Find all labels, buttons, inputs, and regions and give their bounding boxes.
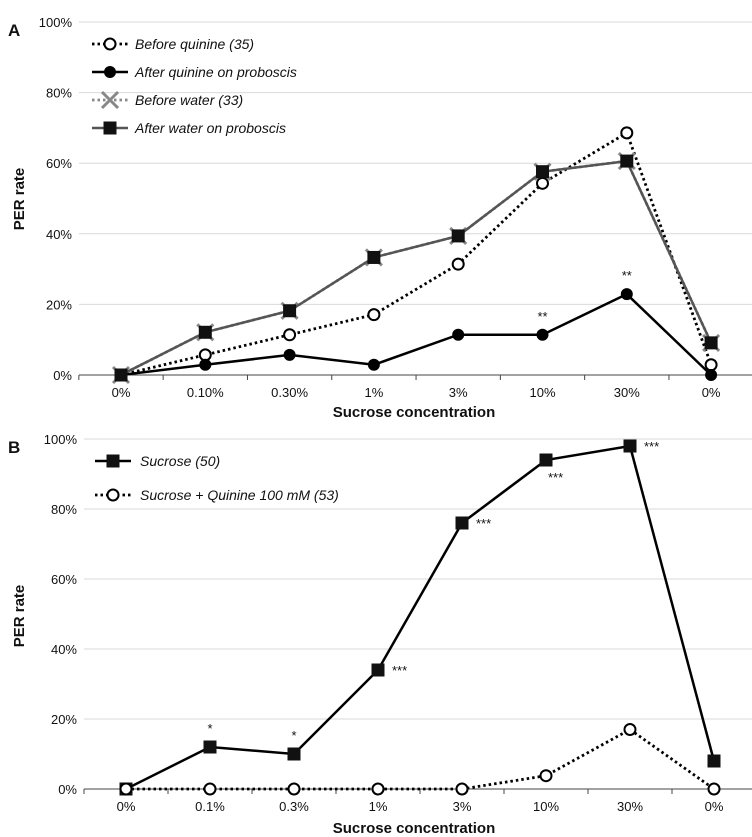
panel-b-x-tick-label: 0% [117, 799, 136, 814]
panel-b-significance-label: *** [548, 470, 563, 485]
panel-b-legend-marker [106, 454, 120, 468]
panel-b-y-tick-label: 20% [51, 712, 77, 727]
panel-b-series-1-point [539, 453, 553, 467]
panel-b: B 0% 20% 40% 60% 80% 100% 0% 0.1% 0.3% 1% 3% 10% 30… [8, 432, 752, 837]
panel-b-series-2-line [126, 727, 715, 791]
panel-a-series-2-point [536, 328, 549, 341]
panel-a-series-1-point [283, 328, 297, 342]
panel-b-series-2-point [707, 782, 721, 796]
panel-b-series-2-point [371, 782, 385, 796]
panel-b-x-tick-label: 30% [617, 799, 643, 814]
panel-b-series-1-point [203, 740, 217, 754]
panel-b-x-tick-label: 10% [533, 799, 559, 814]
panel-a-significance-label: ** [622, 268, 632, 283]
panel-a-series-4-point [283, 304, 297, 318]
panel-a-x-tick-label: 3% [449, 385, 468, 400]
panel-b-series-2-point [119, 782, 133, 796]
panel-a-series-1-line [120, 130, 713, 377]
panel-b-legend-label: Sucrose (50) [140, 453, 220, 469]
panel-b-legend-marker [106, 488, 120, 502]
panel-a-legend-marker [103, 121, 117, 135]
panel-a-x-tick-label: 0.10% [187, 385, 224, 400]
panel-a-legend-marker [103, 37, 117, 51]
panel-a-legend-label: After quinine on proboscis [134, 64, 297, 80]
panel-b-series-2-point [203, 782, 217, 796]
panel-b-series-1-line [125, 444, 716, 791]
panel-a-series-4-point [114, 368, 128, 382]
panel-a-series-4-point [620, 154, 634, 168]
panel-b-y-tick-label: 80% [51, 502, 77, 517]
panel-a-series-1-point [198, 348, 212, 362]
panel-b-significance-label: *** [392, 663, 407, 678]
panel-b-x-tick-label: 0.1% [195, 799, 225, 814]
panel-b-y-tick-label: 40% [51, 642, 77, 657]
panel-b-significance-label: * [207, 721, 212, 736]
panel-b-series-2-point [287, 782, 301, 796]
panel-b-series-2-point [539, 769, 553, 783]
panel-a-y-tick-label: 80% [46, 86, 72, 101]
panel-a-y-tick-label: 40% [46, 227, 72, 242]
panel-a-series-1-point [367, 308, 381, 322]
panel-a-series-1-point [704, 358, 718, 372]
panel-a-y-tick-label: 0% [53, 368, 72, 383]
panel-a-series-2-point [283, 348, 296, 361]
panel-a-legend-label: Before quinine (35) [135, 36, 254, 52]
panel-b-series-1-point [371, 663, 385, 677]
panel-b-y-axis-title: PER rate [11, 585, 28, 648]
panel-b-x-tick-label: 0% [705, 799, 724, 814]
panel-b-significance-label: *** [644, 439, 659, 454]
panel-a-series-1-point [536, 176, 549, 190]
panel-b-y-tick-label: 60% [51, 572, 77, 587]
panel-a-series-2-point [199, 358, 212, 371]
panel-a-y-axis-title: PER rate [11, 168, 28, 231]
panel-a-significance-label: ** [537, 309, 547, 324]
panel-b-series-2-point [455, 782, 469, 796]
panel-a-series-1-point [451, 257, 465, 271]
panel-a-series-2-line [120, 292, 712, 377]
panel-a-x-axis-title: Sucrose concentration [333, 404, 496, 421]
panel-a-legend-label: Before water (33) [135, 92, 243, 108]
panel-b-series-1-point [455, 516, 469, 530]
panel-b-y-tick-label: 100% [44, 432, 78, 447]
panel-a-y-tick-label: 20% [46, 297, 72, 312]
panel-a-legend-marker [104, 66, 116, 78]
panel-b-x-axis-title: Sucrose concentration [333, 820, 496, 837]
panel-a-series-2-point [620, 288, 633, 301]
panel-b-x-tick-label: 3% [453, 799, 472, 814]
panel-b-legend-label: Sucrose + Quinine 100 mM (53) [140, 487, 339, 503]
panel-a-letter: A [8, 21, 20, 40]
panel-a: A 0% 20% 40% 60% 80% 100% 0% 0.10% 0.30% 1% 3% 10%… [8, 15, 752, 421]
panel-a-series-4-point [198, 325, 212, 339]
panel-a-series-4-point [367, 250, 381, 264]
panel-a-y-tick-label: 100% [39, 15, 73, 30]
panel-b-significance-label: * [291, 728, 296, 743]
panel-a-x-tick-label: 0.30% [271, 385, 308, 400]
panel-a-series-4-point [704, 336, 718, 350]
panel-a-x-tick-label: 30% [614, 385, 640, 400]
panel-a-series-2-point [452, 328, 465, 341]
panel-b-series-2-point [623, 723, 637, 736]
panel-a-x-tick-label: 0% [112, 385, 131, 400]
panel-a-y-tick-label: 60% [46, 156, 72, 171]
panel-a-legend-marker [100, 90, 120, 110]
panel-b-letter: B [8, 438, 20, 457]
panel-a-series-4-point [451, 229, 465, 243]
panel-b-series-1-point [287, 747, 301, 761]
panel-a-series-4-line [120, 159, 713, 377]
panel-a-series-2-point [367, 358, 380, 371]
panel-a-series-2-point [705, 369, 718, 381]
panel-b-series-1-point [623, 439, 637, 453]
panel-a-x-tick-label: 0% [702, 385, 721, 400]
panel-a-series-4-point [536, 165, 549, 179]
panel-b-x-tick-label: 0.3% [279, 799, 309, 814]
panel-a-x-tick-label: 1% [365, 385, 384, 400]
panel-a-x-tick-label: 10% [529, 385, 555, 400]
panel-b-significance-label: *** [476, 516, 491, 531]
panel-a-series-1-point [620, 126, 634, 140]
panel-b-y-tick-label: 0% [58, 782, 77, 797]
panel-b-x-tick-label: 1% [369, 799, 388, 814]
panel-a-legend-label: After water on proboscis [134, 120, 286, 136]
panel-b-series-1-point [707, 754, 721, 768]
